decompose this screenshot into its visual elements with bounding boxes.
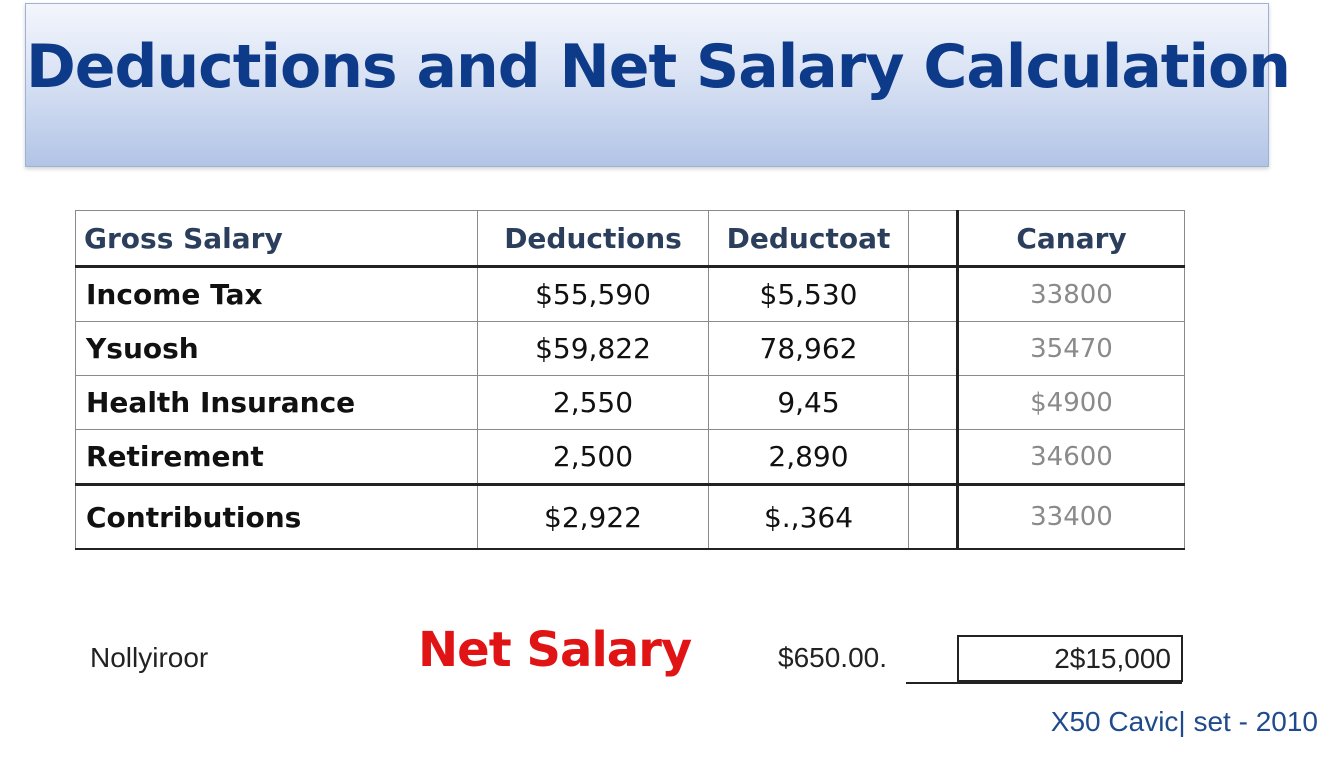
row-label: Ysuosh [75,321,478,376]
deductions-cell: 2,500 [477,429,709,485]
deductoat-cell: $.,364 [708,483,909,550]
blank-cell [908,321,958,376]
footer-credit: X50 Cavic| set - 2010 [1050,706,1318,737]
header-canary: Canary [956,210,1185,268]
header-deductoat: Deductoat [708,210,909,268]
table-header-row: Gross Salary Deductions Deductoat Canary [75,210,1185,268]
salary-table: Gross Salary Deductions Deductoat Canary… [75,210,1185,550]
header-blank [908,210,958,268]
table-row: Health Insurance 2,550 9,45 $4900 [75,375,1185,430]
net-salary-box: 2$15,000 [957,635,1183,682]
header-gross-salary: Gross Salary [75,210,478,268]
net-salary-label: Net Salary [418,622,692,678]
canary-cell: 33400 [956,483,1185,550]
deductoat-cell: 78,962 [708,321,909,376]
deductions-cell: $55,590 [477,266,709,322]
table-row: Ysuosh $59,822 78,962 35470 [75,321,1185,376]
deductoat-cell: $5,530 [708,266,909,322]
table-row: Income Tax $55,590 $5,530 33800 [75,266,1185,322]
page-title: Deductions and Net Salary Calculation [26,32,1291,102]
table-row: Retirement 2,500 2,890 34600 [75,429,1185,485]
footer-left-text: Nollyiroor [90,642,209,673]
blank-cell [908,375,958,430]
header-deductions: Deductions [477,210,709,268]
blank-cell [908,266,958,322]
table-row: Contributions $2,922 $.,364 33400 [75,483,1185,550]
canary-cell: 35470 [956,321,1185,376]
net-salary-underline [906,682,1182,684]
net-salary-value: $650.00. [778,642,887,673]
row-label: Contributions [75,483,478,550]
canary-cell: 34600 [956,429,1185,485]
row-label: Retirement [75,429,478,485]
canary-cell: 33800 [956,266,1185,322]
row-label: Health Insurance [75,375,478,430]
deductions-cell: $59,822 [477,321,709,376]
deductoat-cell: 2,890 [708,429,909,485]
canary-cell: $4900 [956,375,1185,430]
deductions-cell: $2,922 [477,483,709,550]
row-label: Income Tax [75,266,478,322]
blank-cell [908,429,958,485]
deductions-cell: 2,550 [477,375,709,430]
title-banner: Deductions and Net Salary Calculation [25,3,1291,167]
blank-cell [908,483,958,550]
deductoat-cell: 9,45 [708,375,909,430]
